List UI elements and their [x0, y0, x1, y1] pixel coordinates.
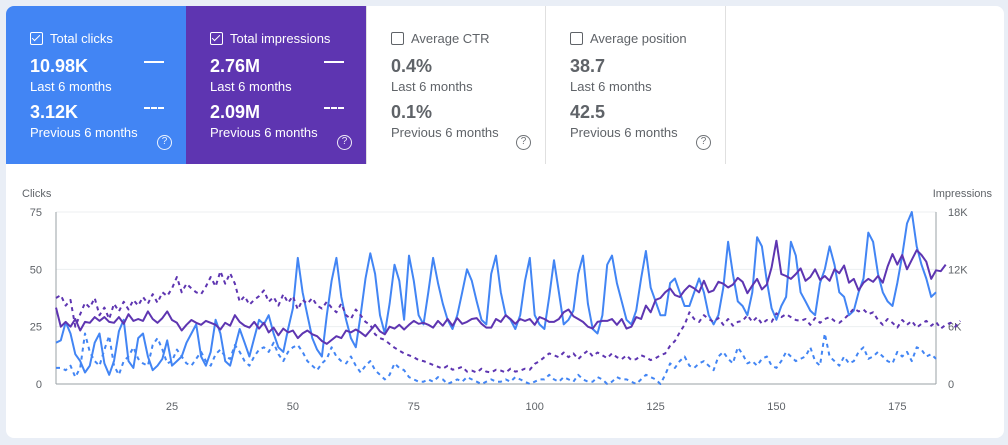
x-tick-label: 125	[646, 401, 664, 413]
clicks-last-series-line	[55, 211, 937, 376]
x-tick-label: 175	[888, 401, 906, 413]
total-impressions-checkbox[interactable]	[210, 32, 223, 45]
left-tick-label: 50	[30, 264, 42, 276]
total-impressions-last-label: Last 6 months	[210, 79, 292, 94]
average-position-last-value: 38.7	[570, 56, 606, 76]
total-clicks-toggle[interactable]: Total clicks	[30, 31, 113, 46]
left-tick-label: 0	[36, 379, 42, 391]
average-ctr-toggle[interactable]: Average CTR	[391, 31, 490, 46]
impressions-previous-series-line	[55, 270, 961, 374]
performance-panel: Total clicks 10.98K Last 6 months 3.12K …	[6, 6, 1004, 438]
total-impressions-toggle[interactable]: Total impressions	[210, 31, 330, 46]
average-position-checkbox[interactable]	[570, 32, 583, 45]
left-tick-label: 75	[30, 207, 42, 219]
total-impressions-label: Total impressions	[230, 31, 331, 46]
left-tick-label: 25	[30, 322, 42, 334]
total-clicks-prev-value: 3.12K	[30, 102, 79, 122]
x-tick-label: 150	[767, 401, 785, 413]
total-impressions-card[interactable]: Total impressions 2.76M Last 6 months 2.…	[186, 6, 366, 164]
average-ctr-prev-value: 0.1%	[391, 102, 433, 122]
total-clicks-label: Total clicks	[50, 31, 113, 46]
average-ctr-label: Average CTR	[411, 31, 490, 46]
total-clicks-last-value: 10.98K	[30, 56, 89, 76]
total-impressions-prev-value: 2.09M	[210, 102, 261, 122]
total-clicks-checkbox[interactable]	[30, 32, 43, 45]
solid-line-legend-icon	[144, 61, 164, 63]
left-axis-title: Clicks	[22, 188, 52, 200]
average-position-prev-value: 42.5	[570, 102, 606, 122]
average-ctr-last-value: 0.4%	[391, 56, 433, 76]
total-impressions-prev-label: Previous 6 months	[210, 125, 318, 140]
x-tick-label: 100	[526, 401, 544, 413]
right-tick-label: 0	[948, 379, 954, 391]
help-icon[interactable]: ?	[516, 135, 531, 150]
impressions-last-series-line	[55, 239, 947, 345]
total-clicks-card[interactable]: Total clicks 10.98K Last 6 months 3.12K …	[6, 6, 186, 164]
total-impressions-last-value: 2.76M	[210, 56, 261, 76]
average-position-toggle[interactable]: Average position	[570, 31, 687, 46]
clicks-previous-series-line	[56, 332, 937, 385]
x-tick-label: 50	[287, 401, 299, 413]
average-ctr-card[interactable]: Average CTR 0.4% Last 6 months 0.1% Prev…	[366, 6, 546, 164]
average-ctr-checkbox[interactable]	[391, 32, 404, 45]
help-icon[interactable]: ?	[337, 135, 352, 150]
right-tick-label: 18K	[948, 207, 968, 219]
right-axis-title: Impressions	[932, 188, 992, 200]
solid-line-legend-icon	[324, 61, 344, 63]
metric-cards: Total clicks 10.98K Last 6 months 3.12K …	[6, 6, 726, 164]
average-ctr-prev-label: Previous 6 months	[391, 125, 499, 140]
average-ctr-last-label: Last 6 months	[391, 79, 473, 94]
help-icon[interactable]: ?	[157, 135, 172, 150]
x-tick-label: 25	[166, 401, 178, 413]
average-position-card[interactable]: Average position 38.7 Last 6 months 42.5…	[546, 6, 726, 164]
average-position-prev-label: Previous 6 months	[570, 125, 678, 140]
dashed-line-legend-icon	[144, 107, 164, 109]
help-icon[interactable]: ?	[696, 135, 711, 150]
total-clicks-prev-label: Previous 6 months	[30, 125, 138, 140]
dashed-line-legend-icon	[324, 107, 344, 109]
x-tick-label: 75	[408, 401, 420, 413]
total-clicks-last-label: Last 6 months	[30, 79, 112, 94]
average-position-label: Average position	[590, 31, 687, 46]
right-tick-label: 12K	[948, 264, 968, 276]
average-position-last-label: Last 6 months	[570, 79, 652, 94]
